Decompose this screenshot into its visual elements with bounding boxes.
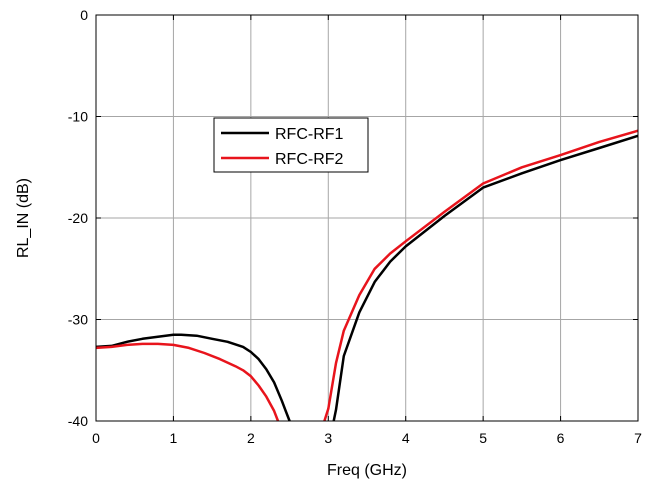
x-tick-label: 6 <box>557 430 565 446</box>
series-line-rfc-rf1-high <box>332 134 639 422</box>
series-line-rfc-rf2-high <box>323 129 639 422</box>
series-lines <box>95 129 639 422</box>
y-tick-label: -30 <box>68 312 88 328</box>
x-tick-label: 5 <box>479 430 487 446</box>
y-tick-label: -40 <box>68 413 88 429</box>
y-tick-label: -20 <box>68 210 88 226</box>
x-tick-label: 4 <box>402 430 410 446</box>
y-tick-label: 0 <box>80 7 88 23</box>
legend: RFC-RF1 RFC-RF2 <box>213 117 369 173</box>
legend-box <box>213 117 369 173</box>
y-tick-label: -10 <box>68 109 88 125</box>
x-tick-label: 2 <box>247 430 255 446</box>
x-tick-labels: 0 1 2 3 4 5 6 7 <box>92 430 642 446</box>
x-tick-label: 7 <box>634 430 642 446</box>
legend-label-rfc-rf1: RFC-RF1 <box>275 126 344 143</box>
y-tick-labels: -40 -30 -20 -10 0 <box>68 7 88 429</box>
x-tick-label: 0 <box>92 430 100 446</box>
series-line-rfc-rf2-low <box>95 342 280 422</box>
x-tick-label: 1 <box>170 430 178 446</box>
axis-ticks <box>95 14 639 422</box>
series-line-rfc-rf1-low <box>95 333 291 422</box>
x-axis-title: Freq (GHz) <box>327 462 407 479</box>
x-tick-label: 3 <box>324 430 332 446</box>
grid-lines <box>96 15 638 421</box>
legend-label-rfc-rf2: RFC-RF2 <box>275 151 344 168</box>
y-axis-title: RL_IN (dB) <box>15 178 32 258</box>
